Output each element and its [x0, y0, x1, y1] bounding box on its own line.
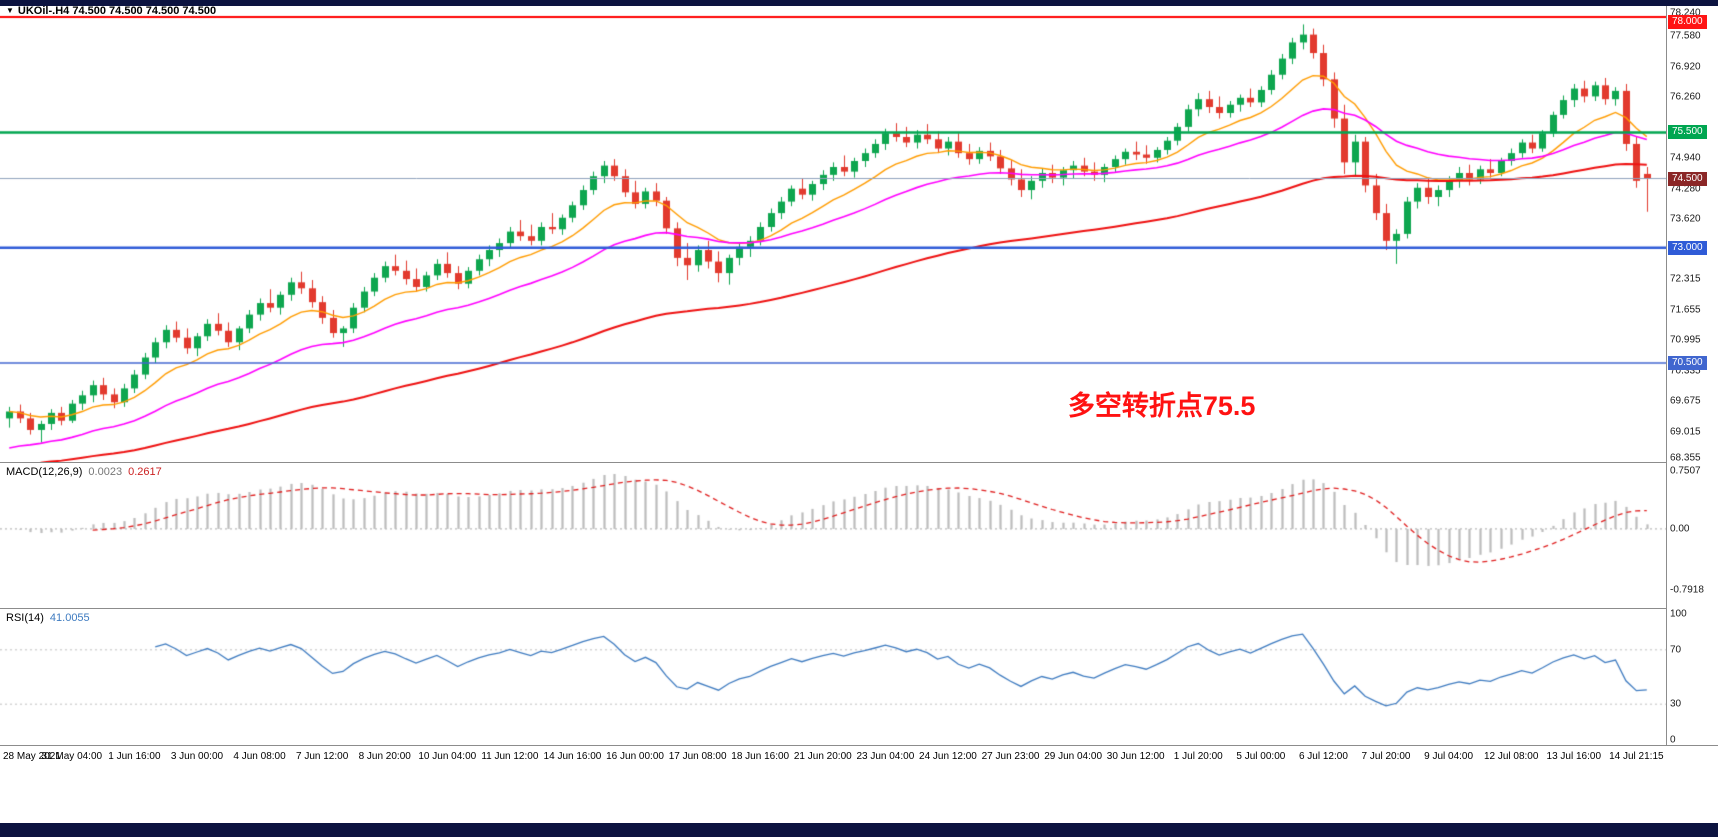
time-axis-label: 5 Jul 00:00: [1236, 751, 1286, 762]
macd-chart-canvas[interactable]: [0, 463, 1666, 608]
chart-annotation-text[interactable]: 多空转折点75.5: [1067, 391, 1256, 422]
price-axis-label: 74.940: [1670, 152, 1701, 164]
window-top-edge: [0, 0, 1718, 6]
price-axis-label: 70.335: [1670, 365, 1701, 377]
time-axis-label: 14 Jul 21:15: [1609, 751, 1664, 762]
time-axis-label: 31 May 04:00: [41, 751, 103, 762]
rsi-axis-label: 100: [1670, 608, 1687, 620]
time-axis-label: 27 Jun 23:00: [981, 751, 1040, 762]
time-axis-label: 16 Jun 00:00: [606, 751, 664, 762]
price-axis-label: 69.015: [1670, 426, 1701, 438]
rsi-name: RSI(14): [6, 612, 44, 624]
price-level-badge: 75.500: [1668, 125, 1707, 140]
macd-label: MACD(12,26,9) 0.0023 0.2617: [6, 466, 162, 478]
time-axis[interactable]: 28 May 2021 31 May 04:00 1 Jun 16:00 3 Jun …: [0, 746, 1718, 770]
ohlc-quotes: 74.500 74.500 74.500 74.500: [72, 5, 217, 17]
panel-separator[interactable]: [0, 745, 1718, 746]
macd-axis-label: 0.00: [1670, 523, 1690, 535]
price-chart-panel[interactable]: [0, 6, 1666, 462]
macd-axis-label: 0.7507: [1670, 465, 1701, 477]
price-axis-label: 69.675: [1670, 395, 1701, 407]
price-axis-label: 78.240: [1670, 7, 1701, 19]
macd-axis-label: -0.7918: [1670, 584, 1704, 596]
price-chart-canvas[interactable]: [0, 6, 1666, 462]
time-axis-label: 1 Jun 16:00: [108, 751, 161, 762]
price-axis-label: 77.580: [1670, 30, 1701, 42]
time-axis-label: 17 Jun 08:00: [668, 751, 727, 762]
time-axis-label: 28 May 2021: [3, 751, 61, 762]
price-axis-label: 71.655: [1670, 304, 1701, 316]
time-axis-label: 13 Jul 16:00: [1546, 751, 1602, 762]
time-axis-label: 30 Jun 12:00: [1106, 751, 1165, 762]
price-axis-label: 72.315: [1670, 273, 1701, 285]
window-bottom-edge: [0, 823, 1718, 837]
rsi-panel[interactable]: [0, 609, 1666, 745]
price-axis-label: 76.260: [1670, 91, 1701, 103]
time-axis-label: 29 Jun 04:00: [1044, 751, 1103, 762]
price-level-badge: 70.500: [1668, 356, 1707, 371]
rsi-axis-label: 30: [1670, 698, 1682, 710]
price-level-badge: 74.500: [1668, 171, 1707, 186]
rsi-label: RSI(14) 41.0055: [6, 612, 90, 624]
macd-name: MACD(12,26,9): [6, 466, 83, 478]
symbol-dropdown-icon[interactable]: ▼: [6, 6, 14, 15]
time-axis-label: 1 Jul 20:00: [1173, 751, 1223, 762]
price-level-badge: 73.000: [1668, 240, 1707, 255]
time-axis-label: 3 Jun 00:00: [170, 751, 224, 762]
time-axis-label: 12 Jul 08:00: [1483, 751, 1539, 762]
panel-separator[interactable]: [0, 462, 1718, 463]
time-axis-label: 14 Jun 16:00: [543, 751, 602, 762]
chart-title: ▼ UKOil-.H4 74.500 74.500 74.500 74.500: [6, 5, 216, 17]
price-axis-label: 68.355: [1670, 452, 1701, 464]
time-axis-label: 8 Jun 20:00: [358, 751, 411, 762]
time-axis-label: 21 Jun 20:00: [793, 751, 852, 762]
price-level-badge: 78.000: [1668, 15, 1707, 29]
macd-signal-value: 0.2617: [128, 466, 162, 478]
time-axis-label: 7 Jul 20:00: [1361, 751, 1411, 762]
time-axis-label: 6 Jul 12:00: [1298, 751, 1348, 762]
time-axis-label: 4 Jun 08:00: [233, 751, 286, 762]
price-axis-label: 74.280: [1670, 183, 1701, 195]
rsi-axis-label: 70: [1670, 644, 1682, 656]
macd-panel[interactable]: [0, 463, 1666, 608]
time-axis-label: 24 Jun 12:00: [919, 751, 977, 762]
symbol-label: UKOil-.H4: [17, 5, 70, 17]
time-axis-label: 23 Jun 04:00: [856, 751, 915, 762]
rsi-value: 41.0055: [49, 612, 90, 624]
time-axis-label: 7 Jun 12:00: [295, 751, 349, 762]
time-axis-label: 10 Jun 04:00: [418, 751, 477, 762]
price-axis[interactable]: 78.240 77.580 76.920 76.260 74.940 74.280 73.6…: [1666, 6, 1718, 746]
panel-separator[interactable]: [0, 608, 1718, 609]
price-axis-label: 73.620: [1670, 213, 1701, 225]
time-axis-label: 18 Jun 16:00: [731, 751, 790, 762]
price-axis-label: 76.920: [1670, 61, 1701, 73]
price-axis-label: 70.995: [1670, 334, 1701, 346]
time-axis-label: 11 Jun 12:00: [481, 751, 539, 762]
rsi-axis-label: 0: [1670, 734, 1676, 746]
macd-main-value: 0.0023: [88, 466, 123, 478]
rsi-chart-canvas[interactable]: [0, 609, 1666, 745]
time-axis-label: 9 Jul 04:00: [1424, 751, 1474, 762]
